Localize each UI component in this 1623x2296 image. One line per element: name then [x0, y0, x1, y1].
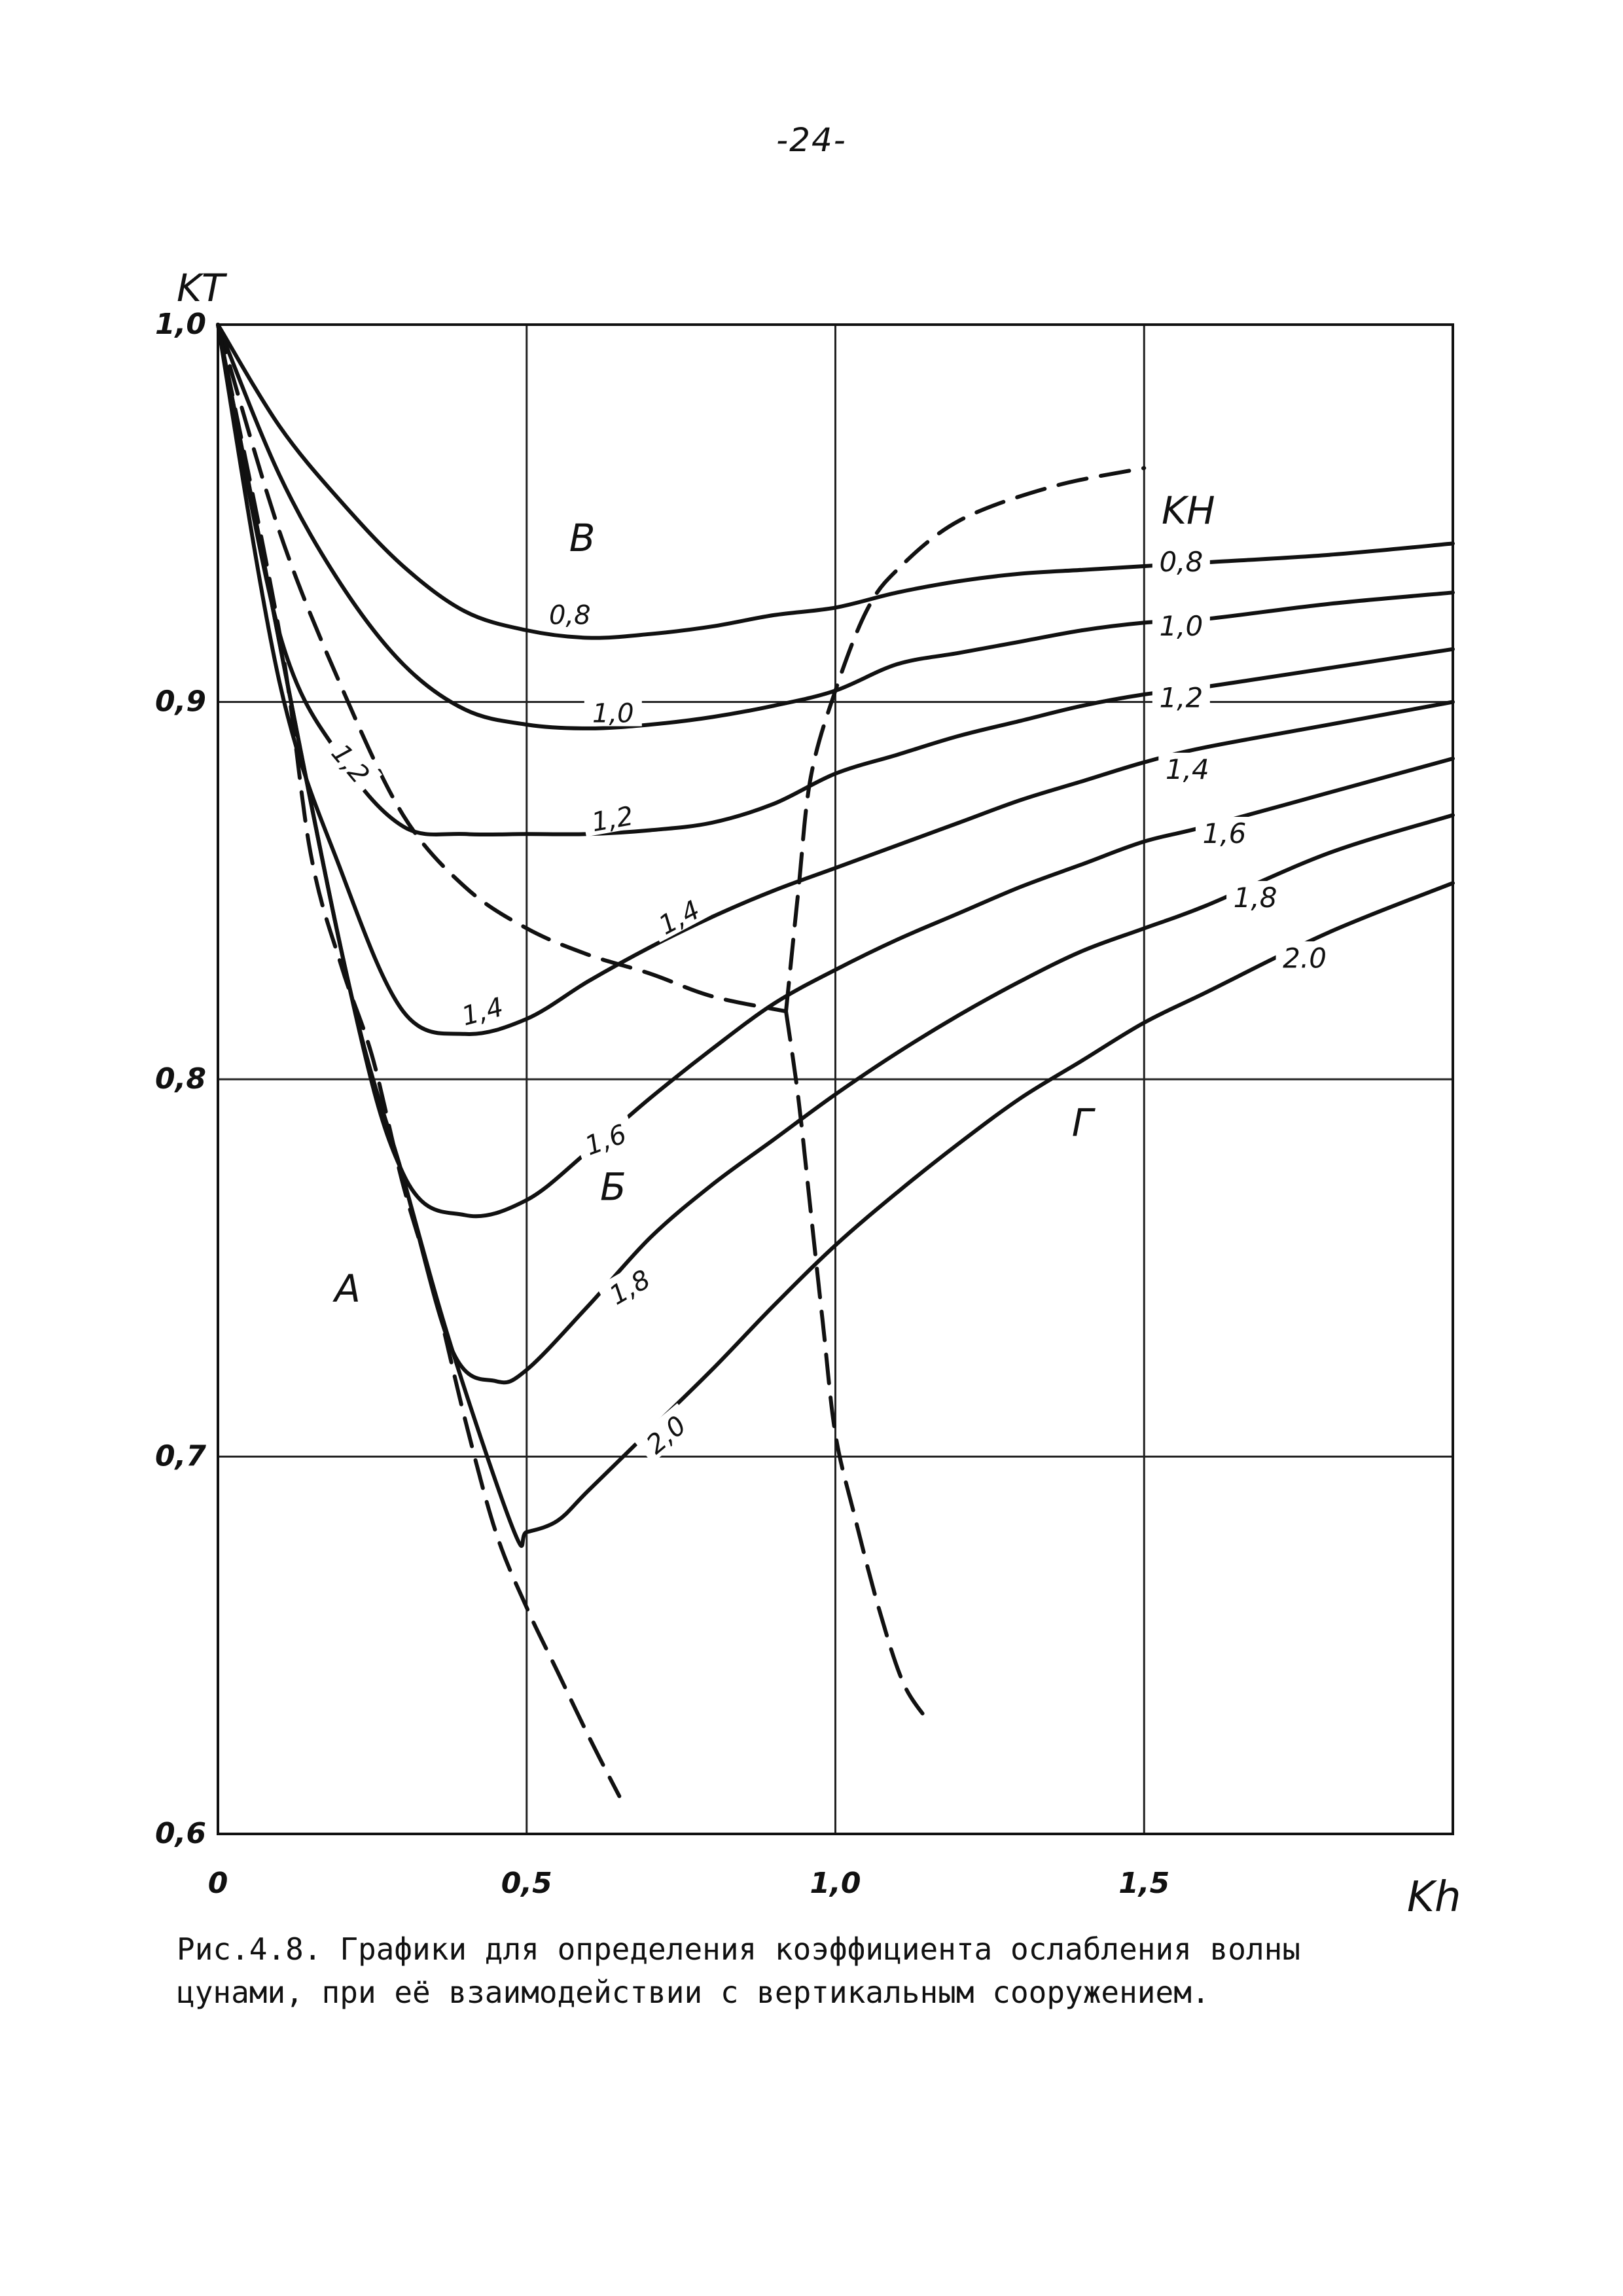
label-backing [573, 1113, 637, 1162]
region-label: Г [1072, 1100, 1096, 1145]
label-backing [1158, 753, 1217, 783]
series-end-label: 1,0 [1159, 610, 1203, 642]
x-tick-label: 0,5 [501, 1867, 552, 1900]
label-backing [596, 1258, 662, 1313]
curve-label: 1,0 [592, 699, 634, 729]
x-axis-label: Kh [1407, 1873, 1461, 1922]
page-number: -24- [776, 121, 847, 159]
label-backing [584, 696, 642, 726]
caption-line-2: цунами, при её взаимодействии с вертикал… [177, 1975, 1210, 2010]
x-tick-label: 0 [208, 1867, 228, 1900]
boundary-dashed-curve [216, 323, 788, 1014]
curve-label-group: 1,6 [573, 1113, 637, 1162]
label-backing [1226, 881, 1285, 912]
label-backing [1195, 817, 1253, 848]
series-line [216, 323, 1455, 1219]
y-tick-label: 0,6 [155, 1817, 206, 1850]
label-backing [580, 797, 643, 837]
plot-frame [217, 323, 1454, 1835]
series-end-label: 1,2 [1159, 682, 1203, 714]
figure-caption: Рис.4.8. Графики для определения коэффиц… [177, 1928, 1472, 2014]
label-backing [541, 598, 599, 628]
y-tick-label: 0,8 [155, 1062, 206, 1096]
series-end-label: 1,8 [1234, 882, 1277, 914]
series-end-label-group: 1,0 [1152, 609, 1210, 642]
curve-label: 1,4 [459, 992, 507, 1032]
series-end-label-group: 1,2 [1152, 681, 1210, 714]
series-end-label: 1,6 [1203, 817, 1247, 850]
legend-title: KH [1162, 488, 1215, 533]
series-line [216, 323, 1455, 1036]
series-end-label-group: 2.0 [1275, 941, 1334, 974]
series-end-label: 2.0 [1283, 942, 1327, 974]
curve-label-group: 0,8 [541, 598, 599, 631]
boundary-dashed-curve [784, 466, 1147, 1014]
curve-label: 0,8 [549, 601, 591, 631]
boundary-dashed-curve [216, 323, 622, 1799]
curve-label-group: 1,2 [322, 730, 382, 795]
series-end-label-group: 0,8 [1152, 545, 1210, 578]
curve-label-group: 1,4 [645, 888, 711, 942]
region-label: В [569, 516, 596, 560]
x-tick-label: 1,5 [1118, 1867, 1169, 1900]
curve-label-group: 1,0 [584, 696, 642, 729]
label-backing [645, 888, 711, 942]
x-tick-label: 1,0 [810, 1867, 861, 1900]
caption-line-1: Рис.4.8. Графики для определения коэффиц… [177, 1931, 1301, 1967]
series-line [216, 323, 1455, 1548]
label-backing [1152, 681, 1210, 711]
label-backing [1152, 609, 1210, 639]
curve-label-group: 1,8 [596, 1258, 662, 1313]
label-backing [1152, 545, 1210, 575]
region-label: А [332, 1266, 361, 1311]
curve-label-group: 1,4 [450, 987, 514, 1032]
label-backing [1275, 941, 1334, 972]
y-tick-label: 1,0 [155, 308, 206, 341]
label-backing [450, 987, 514, 1031]
boundary-dashed-curve [784, 1009, 930, 1723]
y-axis-label: KT [177, 266, 228, 310]
series-end-label: 0,8 [1159, 546, 1203, 578]
curve-label: 1,2 [590, 801, 636, 838]
label-backing [322, 730, 382, 795]
label-backing [633, 1403, 697, 1463]
series-end-label-group: 1,8 [1226, 881, 1285, 914]
series-end-label: 1,4 [1166, 753, 1209, 785]
series-end-label-group: 1,4 [1158, 753, 1217, 785]
region-label: Б [600, 1164, 626, 1209]
y-tick-label: 0,9 [155, 685, 206, 719]
y-tick-label: 0,7 [155, 1440, 206, 1473]
curve-label-group: 1,2 [580, 797, 643, 838]
series-end-label-group: 1,6 [1195, 817, 1253, 850]
